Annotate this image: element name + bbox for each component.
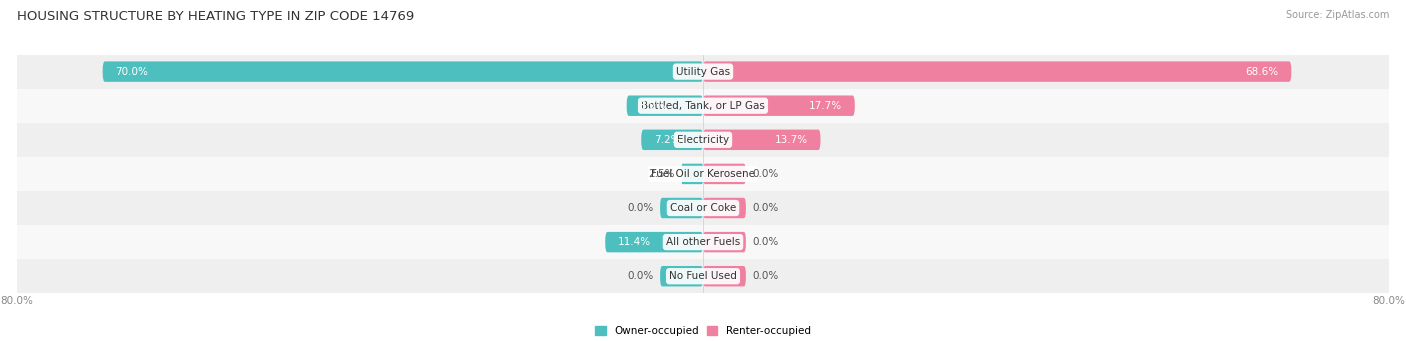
FancyBboxPatch shape (682, 164, 703, 184)
FancyBboxPatch shape (659, 266, 703, 286)
Text: 0.0%: 0.0% (627, 271, 654, 281)
Text: 0.0%: 0.0% (752, 271, 779, 281)
Text: Utility Gas: Utility Gas (676, 66, 730, 77)
Text: 7.2%: 7.2% (654, 135, 681, 145)
FancyBboxPatch shape (627, 95, 703, 116)
Text: No Fuel Used: No Fuel Used (669, 271, 737, 281)
Text: 8.9%: 8.9% (640, 101, 666, 111)
Text: 70.0%: 70.0% (115, 66, 149, 77)
Bar (17, 191, 1389, 225)
Text: All other Fuels: All other Fuels (666, 237, 740, 247)
Text: 0.0%: 0.0% (752, 237, 779, 247)
Bar (17, 123, 1389, 157)
Bar (17, 157, 1389, 191)
FancyBboxPatch shape (103, 61, 703, 82)
FancyBboxPatch shape (703, 130, 821, 150)
Text: 0.0%: 0.0% (752, 203, 779, 213)
Bar (17, 259, 1389, 293)
Text: 2.5%: 2.5% (648, 169, 675, 179)
Bar (17, 55, 1389, 89)
Text: Bottled, Tank, or LP Gas: Bottled, Tank, or LP Gas (641, 101, 765, 111)
FancyBboxPatch shape (659, 198, 703, 218)
Text: Coal or Coke: Coal or Coke (669, 203, 737, 213)
Text: 11.4%: 11.4% (619, 237, 651, 247)
Text: 0.0%: 0.0% (627, 203, 654, 213)
Text: 13.7%: 13.7% (775, 135, 807, 145)
Text: 68.6%: 68.6% (1246, 66, 1278, 77)
FancyBboxPatch shape (703, 164, 745, 184)
Text: 0.0%: 0.0% (752, 169, 779, 179)
FancyBboxPatch shape (703, 61, 1291, 82)
FancyBboxPatch shape (605, 232, 703, 252)
Text: Source: ZipAtlas.com: Source: ZipAtlas.com (1285, 10, 1389, 20)
FancyBboxPatch shape (703, 198, 745, 218)
Text: 17.7%: 17.7% (808, 101, 842, 111)
FancyBboxPatch shape (703, 266, 745, 286)
Bar (17, 89, 1389, 123)
Bar (17, 225, 1389, 259)
Legend: Owner-occupied, Renter-occupied: Owner-occupied, Renter-occupied (591, 322, 815, 341)
Text: Electricity: Electricity (676, 135, 730, 145)
Text: HOUSING STRUCTURE BY HEATING TYPE IN ZIP CODE 14769: HOUSING STRUCTURE BY HEATING TYPE IN ZIP… (17, 10, 415, 23)
FancyBboxPatch shape (703, 232, 745, 252)
FancyBboxPatch shape (641, 130, 703, 150)
FancyBboxPatch shape (703, 95, 855, 116)
Text: Fuel Oil or Kerosene: Fuel Oil or Kerosene (651, 169, 755, 179)
